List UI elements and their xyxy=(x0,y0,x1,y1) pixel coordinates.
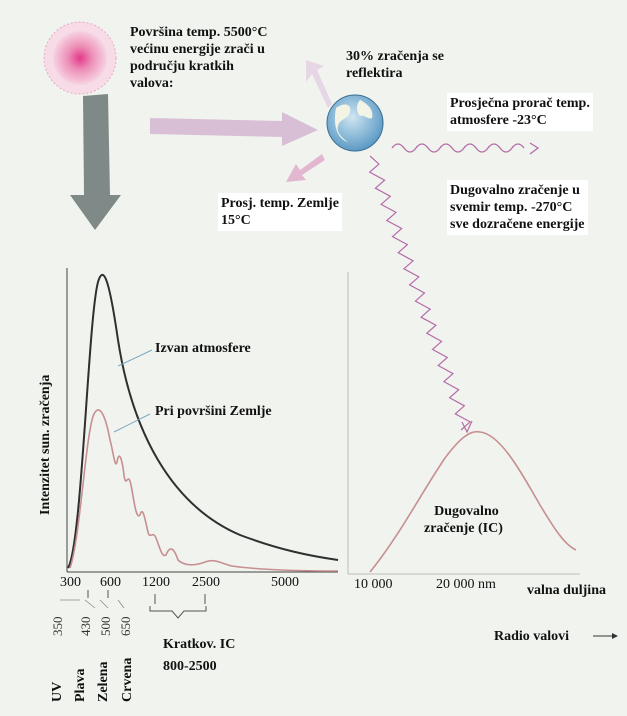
earth-globe-icon xyxy=(326,94,384,152)
right-chart-axes xyxy=(347,272,580,575)
atmosphere-label: Prosječna prorač temp. atmosfere -23°C xyxy=(447,93,593,131)
atmosphere-wave-arrow xyxy=(391,142,540,155)
tick-600: 600 xyxy=(100,575,121,590)
left-chart-axes xyxy=(66,268,338,573)
earth-temp-line-2: 15°C xyxy=(221,213,251,228)
sun-to-earth-arrow xyxy=(150,112,318,146)
right-chart-xlabel: valna duljina xyxy=(527,583,606,598)
longwave-curve-label: Dugovalno zračenje (IC) xyxy=(424,503,503,537)
longwave-space-line-2: svemir temp. -270°C xyxy=(450,200,573,215)
ir-bracket xyxy=(149,606,207,619)
sun-line-2: većinu energije zrači u xyxy=(130,42,265,57)
ir-label: Kratkov. IC 800-2500 xyxy=(163,634,235,678)
sub-tick-650: 650 xyxy=(118,616,133,637)
earth-heat-arrow xyxy=(286,154,325,182)
sun-line-3: području kratkih xyxy=(130,59,234,74)
longwave-space-line-3: sve dozračene energije xyxy=(450,217,585,232)
tick-10000: 10 000 xyxy=(354,577,393,592)
sun-line-1: Površina temp. 5500°C xyxy=(130,25,268,40)
tick-2500: 2500 xyxy=(192,575,220,590)
reflect-label: 30% zračenja se reflektira xyxy=(346,48,444,82)
longwave-space-label: Dugovalno zračenje u svemir temp. -270°C… xyxy=(447,180,588,235)
atmosphere-line-2: atmosfere -23°C xyxy=(450,113,547,128)
band-plava: Plava xyxy=(73,668,88,702)
sun-icon xyxy=(43,21,117,95)
earth-temp-line-1: Prosj. temp. Zemlje xyxy=(221,196,339,211)
tick-300: 300 xyxy=(60,575,81,590)
sub-tick-430: 430 xyxy=(78,616,93,637)
left-chart-ylabel: Intenzitet sun. zračenja xyxy=(38,374,53,515)
longwave-curve-line-1: Dugovalno xyxy=(434,504,499,519)
longwave-curve-line-2: zračenje (IC) xyxy=(424,521,503,536)
longwave-curve xyxy=(369,430,577,573)
sub-tick-350: 350 xyxy=(50,616,65,637)
left-tick-marks xyxy=(87,590,206,604)
longwave-space-line-1: Dugovalno zračenje u xyxy=(450,183,580,198)
tick-5000: 5000 xyxy=(271,575,299,590)
incoming-radiation-arrow xyxy=(70,94,121,230)
radio-waves-label: Radio valovi xyxy=(494,629,570,644)
outside-atmosphere-leader xyxy=(117,349,153,367)
band-uv: UV xyxy=(50,681,65,702)
ir-label-line-1: Kratkov. IC xyxy=(163,637,236,652)
reflect-line-2: reflektira xyxy=(346,66,403,81)
band-dividers xyxy=(60,599,125,609)
outside-atmosphere-curve xyxy=(67,274,339,569)
tick-20000: 20 000 nm xyxy=(436,577,496,592)
tick-1200: 1200 xyxy=(142,575,170,590)
outside-atmosphere-label: Izvan atmosfere xyxy=(155,341,251,356)
longwave-wave-arrow xyxy=(368,155,473,434)
atmosphere-line-1: Prosječna prorač temp. xyxy=(450,96,590,111)
reflected-arrow xyxy=(306,60,332,108)
band-zelena: Zelena xyxy=(96,661,111,702)
sun-description: Površina temp. 5500°C većinu energije zr… xyxy=(130,24,267,92)
earth-surface-curve xyxy=(69,409,339,572)
band-crvena: Crvena xyxy=(120,657,135,702)
ir-label-line-2: 800-2500 xyxy=(163,659,217,674)
sub-tick-500: 500 xyxy=(98,616,113,637)
reflect-line-1: 30% zračenja se xyxy=(346,49,444,64)
earth-surface-label: Pri površini Zemlje xyxy=(155,404,272,419)
earth-temp-label: Prosj. temp. Zemlje 15°C xyxy=(218,193,342,231)
radio-waves-arrow xyxy=(593,633,618,639)
sun-line-4: valova: xyxy=(130,76,174,91)
earth-surface-leader xyxy=(113,413,151,433)
